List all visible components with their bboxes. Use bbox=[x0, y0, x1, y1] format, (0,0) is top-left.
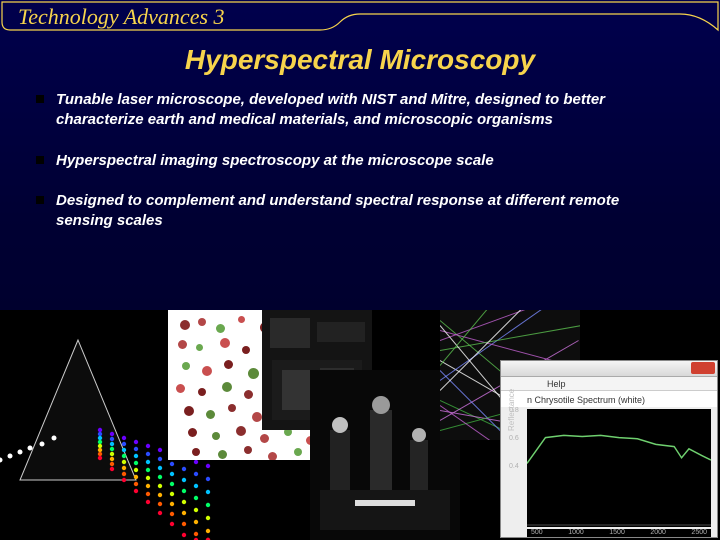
bullet-item: Tunable laser microscope, developed with… bbox=[56, 90, 674, 131]
x-tick: 500 bbox=[531, 529, 543, 536]
close-icon bbox=[691, 362, 715, 374]
spectrum-window-menu: Help bbox=[501, 377, 717, 391]
image-collage: Help n Chrysotile Spectrum (white) 0.8 0… bbox=[0, 310, 720, 540]
spectrum-chart-title: n Chrysotile Spectrum (white) bbox=[501, 391, 717, 407]
spectrum-x-label: Wavelength (nanometers) bbox=[527, 536, 711, 538]
spectrum-chart bbox=[527, 409, 711, 527]
y-tick: 0.4 bbox=[509, 453, 519, 481]
spectrum-x-ticks: 500 1000 1500 2000 2500 bbox=[527, 529, 711, 536]
spectrum-window: Help n Chrysotile Spectrum (white) 0.8 0… bbox=[500, 360, 718, 538]
spectrum-window-titlebar bbox=[501, 361, 717, 377]
x-tick: 2500 bbox=[691, 529, 707, 536]
x-tick: 1500 bbox=[609, 529, 625, 536]
lab-instrument-svg-2 bbox=[310, 370, 460, 540]
bullet-item: Designed to complement and understand sp… bbox=[56, 191, 674, 232]
header-title: Technology Advances 3 bbox=[18, 4, 225, 30]
x-tick: 1000 bbox=[568, 529, 584, 536]
bullet-list: Tunable laser microscope, developed with… bbox=[0, 90, 720, 231]
spectrum-y-label: Reflectance bbox=[507, 389, 516, 431]
bullet-item: Hyperspectral imaging spectroscopy at th… bbox=[56, 151, 674, 171]
header-brace: Technology Advances 3 bbox=[0, 0, 720, 36]
spectrum-chart-svg bbox=[527, 409, 711, 527]
slide-title: Hyperspectral Microscopy bbox=[0, 44, 720, 76]
x-tick: 2000 bbox=[650, 529, 666, 536]
lab-instrument-image-2 bbox=[310, 370, 460, 540]
